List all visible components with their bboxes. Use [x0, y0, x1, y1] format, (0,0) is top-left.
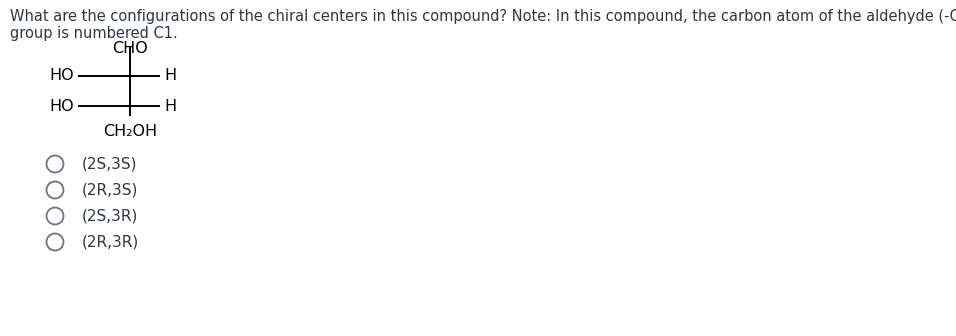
Text: H: H — [164, 98, 176, 114]
Text: (2S,3R): (2S,3R) — [82, 209, 139, 223]
Text: What are the configurations of the chiral centers in this compound? Note: In thi: What are the configurations of the chira… — [10, 9, 956, 24]
Text: (2S,3S): (2S,3S) — [82, 157, 138, 171]
Text: CH₂OH: CH₂OH — [103, 124, 157, 139]
Text: CHO: CHO — [112, 41, 148, 56]
Text: H: H — [164, 69, 176, 84]
Text: group is numbered C1.: group is numbered C1. — [10, 26, 178, 41]
Text: HO: HO — [50, 98, 74, 114]
Text: HO: HO — [50, 69, 74, 84]
Text: (2R,3S): (2R,3S) — [82, 182, 139, 198]
Text: (2R,3R): (2R,3R) — [82, 235, 140, 250]
